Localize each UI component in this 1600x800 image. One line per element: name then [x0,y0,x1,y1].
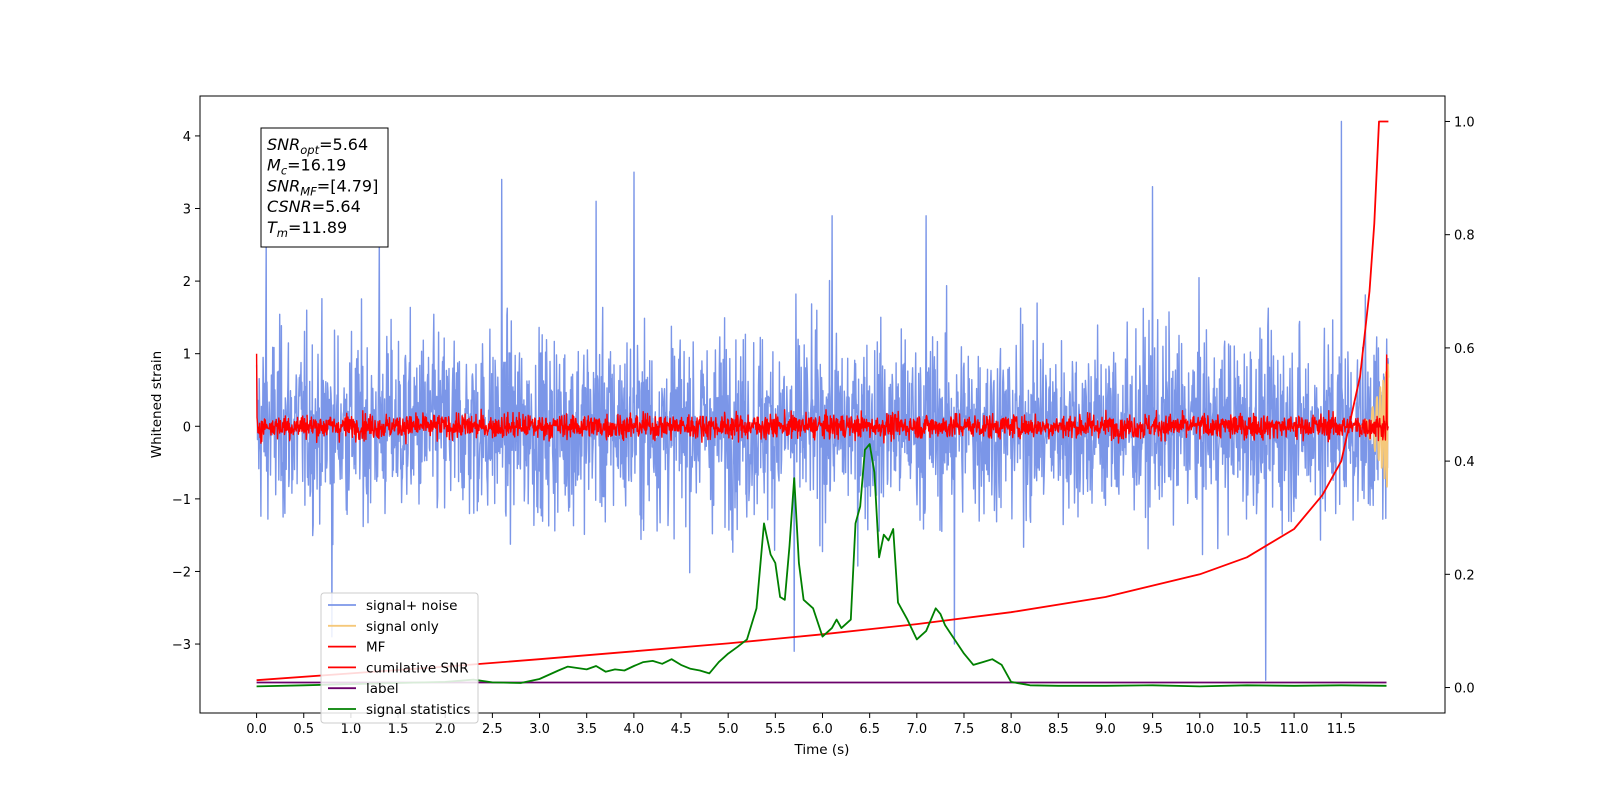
legend-label: signal only [366,619,439,635]
x-tick-label: 1.5 [388,722,409,737]
y-tick-label: 1 [183,348,191,363]
y-axis-left: 4 3 2 1 0 −1 −2 −3 [172,130,200,653]
y-axis-right: 1.0 0.8 0.6 0.4 0.2 0.0 [1445,115,1475,697]
series-line-5 [256,443,1387,688]
y-tick-label: 3 [183,203,191,218]
series-line-2 [255,353,1390,445]
x-tick-label: 11.5 [1327,722,1356,737]
x-tick-label: 5.0 [718,722,739,737]
y-tick-label: −1 [172,493,191,508]
series-line-0 [255,120,1390,681]
info-var: SNR [267,135,300,154]
x-tick-label: 11.0 [1280,722,1309,737]
x-tick-label: 0.0 [246,722,267,737]
x-tick-label: 1.0 [341,722,362,737]
y2-tick-label: 0.6 [1454,342,1475,357]
y2-tick-label: 0.0 [1454,682,1475,697]
y2-tick-label: 0.2 [1454,568,1475,583]
info-line: CSNR=5.64 [267,197,361,216]
x-tick-label: 4.0 [624,722,645,737]
x-tick-label: 2.0 [435,722,456,737]
x-tick-label: 9.0 [1095,722,1116,737]
info-var: CSNR [267,197,312,216]
legend-frame [320,592,479,724]
legend-label: cumilative SNR [366,660,469,676]
info-line: Mc=16.19 [267,156,346,178]
info-value: =11.89 [288,218,347,237]
y-tick-label: 2 [183,275,191,290]
x-tick-label: 0.5 [293,722,314,737]
info-line: SNRMF=[4.79] [267,176,378,198]
y-tick-label: 4 [183,130,191,145]
x-tick-label: 6.5 [859,722,880,737]
x-tick-label: 4.5 [671,722,692,737]
info-var: T [267,218,278,237]
legend-label: signal statistics [366,702,470,718]
series-line-3 [256,120,1389,682]
y2-tick-label: 0.8 [1454,229,1475,244]
info-sub: c [281,164,288,178]
x-tick-label: 10.5 [1232,722,1261,737]
info-line: SNRopt=5.64 [267,135,368,157]
info-line: Tm=11.89 [267,218,347,240]
x-tick-label: 3.0 [529,722,550,737]
x-tick-label: 6.0 [812,722,833,737]
info-sub: m [277,226,288,240]
legend-label: MF [366,640,385,656]
legend: signal+ noise signal only MF cumilative SNR… [320,592,479,724]
legend-label: label [366,681,399,697]
x-tick-label: 7.5 [954,722,975,737]
plot-area [255,120,1390,688]
info-value: =5.64 [319,135,368,154]
y-tick-label: 0 [183,420,191,435]
info-sub: MF [300,184,317,198]
x-tick-label: 3.5 [576,722,597,737]
info-value: =16.19 [287,156,346,175]
x-tick-label: 10.0 [1185,722,1214,737]
info-var: M [267,156,281,175]
x-axis-title: Time (s) [794,742,850,758]
y2-tick-label: 1.0 [1454,115,1475,130]
x-tick-label: 9.5 [1142,722,1163,737]
legend-label: signal+ noise [366,598,457,614]
y2-tick-label: 0.4 [1454,455,1475,470]
info-value: =5.64 [312,197,361,216]
info-var: SNR [267,176,300,195]
x-tick-label: 2.5 [482,722,503,737]
x-tick-label: 5.5 [765,722,786,737]
x-tick-label: 7.0 [906,722,927,737]
info-box-frame [260,127,389,248]
info-value: =[4.79] [317,176,379,195]
x-axis: 0.0 0.5 1.0 1.5 2.0 2.5 3.0 3.5 4.0 4.5 5.0 5.5 6.0 6… [246,713,1356,737]
y-axis-title: Whitened strain [149,351,165,458]
x-tick-label: 8.5 [1048,722,1069,737]
info-sub: opt [300,143,319,157]
x-tick-label: 8.0 [1001,722,1022,737]
info-box: SNRopt=5.64Mc=16.19SNRMF=[4.79]CSNR=5.64… [260,127,389,248]
y-tick-label: −3 [172,638,191,653]
y-tick-label: −2 [172,565,191,580]
